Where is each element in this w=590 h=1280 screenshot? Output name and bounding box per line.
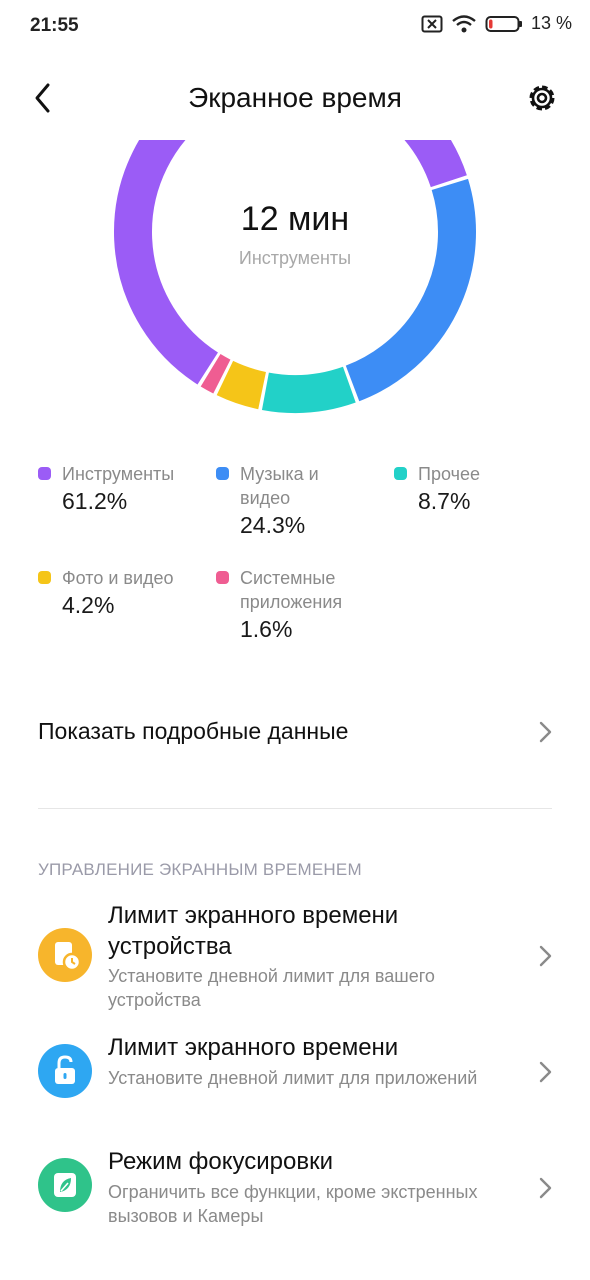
donut-slice-4 (200, 353, 231, 394)
legend-dot (38, 571, 51, 584)
donut-slice-2 (261, 366, 356, 413)
settings-button[interactable] (524, 80, 560, 116)
usage-donut-chart: 12 мин Инструменты (0, 140, 590, 430)
legend-label: Фото и видео (62, 568, 174, 588)
center-value: 12 мин (240, 200, 350, 238)
device-screen-time-limit-item[interactable]: Лимит экранного времени устройства Устан… (0, 900, 590, 1020)
legend-item-photo-video: Фото и видео 4.2% (38, 566, 208, 620)
status-time: 21:55 (30, 15, 79, 36)
legend-item-system-apps: Системные приложения 1.6% (216, 566, 356, 644)
app-screen-time-limit-item[interactable]: Лимит экранного времени Установите дневн… (0, 1032, 590, 1120)
battery-percent: 13 % (530, 13, 572, 33)
legend-label: Системные приложения (240, 568, 343, 612)
leaf-icon (38, 1158, 92, 1212)
legend-dot (38, 467, 51, 480)
item-title: Лимит экранного времени устройства (108, 902, 399, 960)
gear-icon (529, 85, 555, 111)
wifi-icon (452, 14, 476, 32)
status-bar: 21:55 13 % (0, 0, 590, 56)
show-details-label: Показать подробные данные (38, 718, 349, 744)
legend-item-music-video: Музыка и видео 24.3% (216, 462, 356, 540)
chevron-right-icon (539, 721, 552, 743)
sim-off-icon (421, 15, 443, 32)
legend-percent: 8.7% (418, 488, 471, 514)
legend-dot (216, 467, 229, 480)
legend-label: Прочее (418, 464, 480, 484)
header: Экранное время (0, 70, 590, 126)
donut-slice-0 (114, 140, 467, 385)
item-subtitle: Установите дневной лимит для вашего устр… (108, 966, 435, 1010)
donut-slice-1 (345, 178, 476, 402)
center-label: Инструменты (238, 248, 352, 268)
donut-slice-3 (216, 360, 267, 410)
show-details-row[interactable]: Показать подробные данные (0, 700, 590, 764)
legend-label: Инструменты (62, 464, 175, 484)
chevron-right-icon (539, 1061, 552, 1083)
chevron-right-icon (539, 1177, 552, 1199)
legend-percent: 1.6% (240, 616, 293, 642)
chevron-right-icon (539, 945, 552, 967)
section-header: УПРАВЛЕНИЕ ЭКРАННЫМ ВРЕМЕНЕМ (38, 860, 362, 879)
donut-svg (114, 140, 476, 413)
legend-item-tools: Инструменты 61.2% (38, 462, 208, 516)
page-title: Экранное время (188, 82, 402, 113)
item-subtitle: Ограничить все функции, кроме экстренных… (108, 1182, 478, 1226)
legend-dot (216, 571, 229, 584)
legend-percent: 24.3% (240, 512, 306, 538)
item-title: Режим фокусировки (108, 1148, 334, 1175)
divider (38, 808, 552, 809)
battery-low-icon (485, 15, 522, 32)
focus-mode-item[interactable]: Режим фокусировки Ограничить все функции… (0, 1146, 590, 1236)
legend-dot (394, 467, 407, 480)
legend-percent: 4.2% (62, 592, 115, 618)
item-title: Лимит экранного времени (108, 1034, 399, 1061)
legend-percent: 61.2% (62, 488, 128, 514)
legend-item-other: Прочее 8.7% (394, 462, 564, 516)
device-timer-icon (38, 928, 92, 982)
item-subtitle: Установите дневной лимит для приложений (108, 1068, 478, 1088)
status-icons: 13 % (421, 13, 572, 34)
legend-label: Музыка и видео (240, 464, 319, 508)
chevron-left-icon (35, 83, 50, 113)
unlock-icon (38, 1044, 92, 1098)
back-button[interactable] (30, 80, 70, 116)
